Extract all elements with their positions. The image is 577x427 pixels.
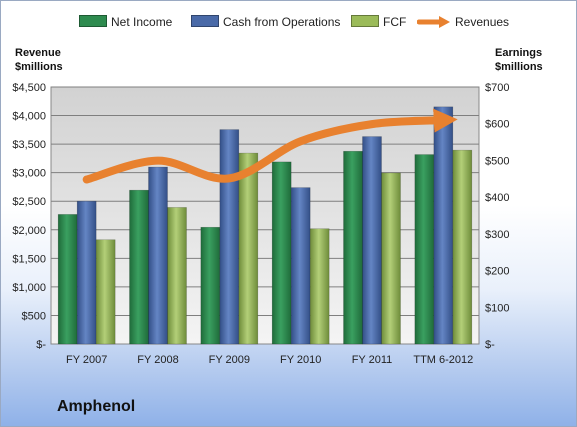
legend-label-net-income: Net Income: [111, 15, 173, 29]
revenues-point: [228, 177, 230, 179]
revenues-point: [442, 119, 444, 121]
bar-net-income: [271, 161, 292, 345]
bar-cfo: [76, 200, 97, 345]
revenues-line: [82, 108, 458, 184]
left-axis-title: Revenue $millions: [15, 46, 63, 74]
legend-item-net-income: Net Income: [79, 15, 172, 31]
revenues-point: [300, 140, 302, 142]
left-axis-title-line2: $millions: [15, 61, 63, 73]
bar-fcf: [167, 207, 187, 345]
legend-arrow-icon: [417, 16, 450, 28]
bar-fcf: [95, 239, 116, 345]
legend-item-revenues: Revenues: [417, 15, 509, 31]
legend-label-cfo: Cash from Operations: [223, 15, 341, 29]
category-label: FY 2010: [280, 354, 321, 366]
revenues-point: [86, 179, 88, 181]
plot-area: [50, 86, 480, 345]
right-axis-tick-label: $100: [485, 302, 509, 314]
left-axis-tick-label: $3,000: [12, 168, 46, 180]
left-axis-tick-label: $-: [36, 339, 46, 351]
right-axis-tick-label: $200: [485, 266, 509, 278]
bar-cfo: [148, 166, 168, 345]
category-label: FY 2007: [66, 354, 107, 366]
bar-net-income: [414, 154, 435, 345]
right-axis-tick-label: $-: [485, 339, 495, 351]
bar-net-income: [343, 150, 363, 345]
right-axis-title-line1: Earnings: [495, 47, 543, 59]
legend-item-fcf: FCF: [351, 15, 406, 31]
bar-net-income: [129, 189, 149, 345]
bar-fcf: [238, 152, 259, 345]
right-axis-tick-label: $400: [485, 192, 509, 204]
left-axis-tick-label: $2,000: [12, 225, 46, 237]
left-axis-tick-label: $500: [22, 310, 46, 322]
bar-net-income: [57, 214, 78, 345]
bar-cfo: [219, 129, 240, 345]
bar-net-income: [200, 226, 221, 345]
revenues-point: [157, 160, 159, 162]
bar-cfo: [433, 106, 454, 345]
right-axis-tick-label: $600: [485, 119, 509, 131]
left-axis-tick-label: $1,000: [12, 282, 46, 294]
revenues-point: [371, 123, 373, 125]
right-axis-tick-label: $700: [485, 82, 509, 94]
company-name: Amphenol: [57, 398, 136, 415]
right-axis-title-line2: $millions: [495, 61, 543, 73]
legend-label-fcf: FCF: [383, 15, 407, 29]
bar-fcf: [309, 228, 330, 345]
right-axis-title: Earnings $millions: [495, 46, 543, 74]
right-axis-tick-label: $500: [485, 155, 509, 167]
legend-item-cfo: Cash from Operations: [191, 15, 340, 31]
legend-swatch-fcf: [351, 15, 379, 27]
legend-swatch-net-income: [79, 15, 107, 27]
left-axis-title-line1: Revenue: [15, 47, 61, 59]
left-axis-tick-label: $1,500: [12, 253, 46, 265]
category-label: FY 2008: [137, 354, 178, 366]
category-label: FY 2009: [209, 354, 250, 366]
bar-cfo: [290, 187, 311, 345]
left-axis-tick-label: $2,500: [12, 196, 46, 208]
left-axis-tick-label: $4,500: [12, 82, 46, 94]
legend-swatch-cfo: [191, 15, 219, 27]
legend-label-revenues: Revenues: [455, 15, 510, 29]
category-label: FY 2011: [352, 354, 393, 366]
left-axis-tick-label: $4,000: [12, 111, 46, 123]
category-label: TTM 6-2012: [413, 354, 473, 366]
legend: Net Income Cash from Operations FCF Reve…: [1, 9, 576, 37]
bar-fcf: [381, 172, 401, 345]
bar-fcf: [452, 149, 473, 345]
bar-cfo: [362, 136, 382, 345]
left-axis-tick-label: $3,500: [12, 139, 46, 151]
right-axis-tick-label: $300: [485, 229, 509, 241]
